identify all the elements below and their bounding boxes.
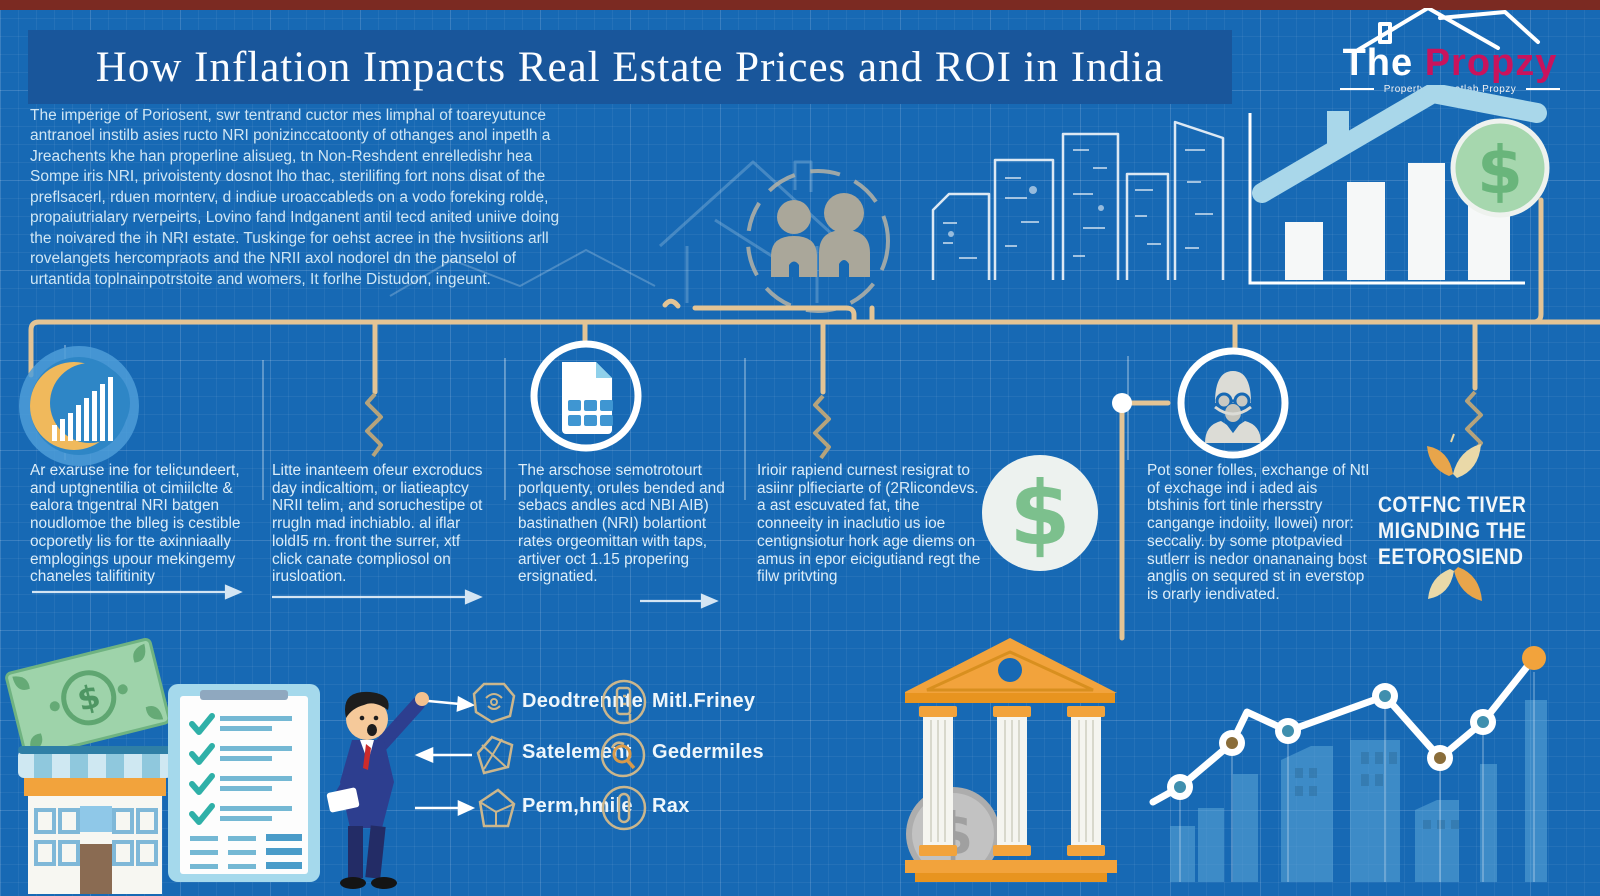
pointer-arrows [414,695,476,817]
step-text-3: The arschose semotrotourt porlquenty, or… [518,462,725,586]
zigzag-connector-1 [365,392,383,458]
search-phone-circle-icon [600,732,646,778]
highlight-caption: COTFNC TIVER MIGNDING THE EETOROSIEND [1378,492,1580,570]
tagline-part1: Property [1383,84,1426,95]
growth-bar-chart-icon: $ [1248,85,1550,285]
timeline-node-dot [1112,393,1132,413]
leaf-decoration-top [1427,433,1481,478]
logo-wordmark: The Propzy [1300,42,1600,85]
step-text-5: Pot soner folles, exchange of NtI of exc… [1147,462,1370,603]
dollar-coin-light-icon: $ [982,455,1098,571]
storefront-icon [18,746,172,894]
bank-building-icon: $ [905,638,1117,882]
market-trend-chart [1149,646,1547,882]
checklist-icon [168,684,320,882]
tagline-rule-right [1525,88,1560,91]
document-circle-icon [530,340,642,452]
permit-sketch-icon [478,788,516,828]
roof-arrow-icon [1252,85,1547,203]
page-title: How Inflation Impacts Real Estate Prices… [95,44,1165,91]
zigzag-connector-2 [813,394,831,460]
highlight-line-3: EETOROSIEND [1378,543,1524,569]
building-circle-icon [601,679,647,725]
tax-circle-icon [601,785,647,831]
legend-label-1: Deodtrennte [522,690,644,712]
title-banner: How Inflation Impacts Real Estate Prices… [28,30,1232,104]
step-text-1: Ar exaruse ine for telicundeert, and upt… [30,462,241,586]
highlight-line-1: COTFNC TIVER [1378,492,1527,517]
step-text-2: Litte inanteem ofeur excroducs day indic… [272,462,483,586]
top-border-strip [0,0,1600,10]
two-person-icon [746,169,890,313]
tagline-part3: matlab Propzy [1445,84,1517,95]
money-bill-icon: $ [5,637,171,759]
leaf-decoration-bottom [1428,567,1482,601]
step-text-4: Irioir rapiend curnest resigrat to asiin… [757,462,981,586]
logo-word-propzy: Propzy [1424,42,1558,84]
city-skyline-sketch [931,120,1225,280]
intro-paragraph: The imperige of Poriosent, swr tentrand … [30,107,560,288]
legend-label-5: Gedermiles [652,741,764,763]
businessman-illustration [326,691,429,889]
dollar-coin-green-icon: $ [1450,118,1550,218]
logo-house-roof-icon [1356,8,1540,52]
legend-label-4: Mitl.Friney [652,690,756,712]
svg-text:$: $ [1009,462,1070,565]
engineer-circle-icon [1177,347,1289,459]
deed-sketch-icon [472,682,516,724]
logo-word-the: The [1342,42,1414,84]
legend-label-6: Rax [652,795,690,817]
moon-growth-icon [19,346,139,466]
brand-logo: The Propzy Property Ka matlab Propzy [1300,8,1600,104]
highlight-line-2: MIGNDING THE [1378,517,1527,543]
svg-text:$: $ [1477,132,1523,209]
tagline-rule-left [1340,88,1375,91]
settlement-sketch-icon [476,735,514,775]
